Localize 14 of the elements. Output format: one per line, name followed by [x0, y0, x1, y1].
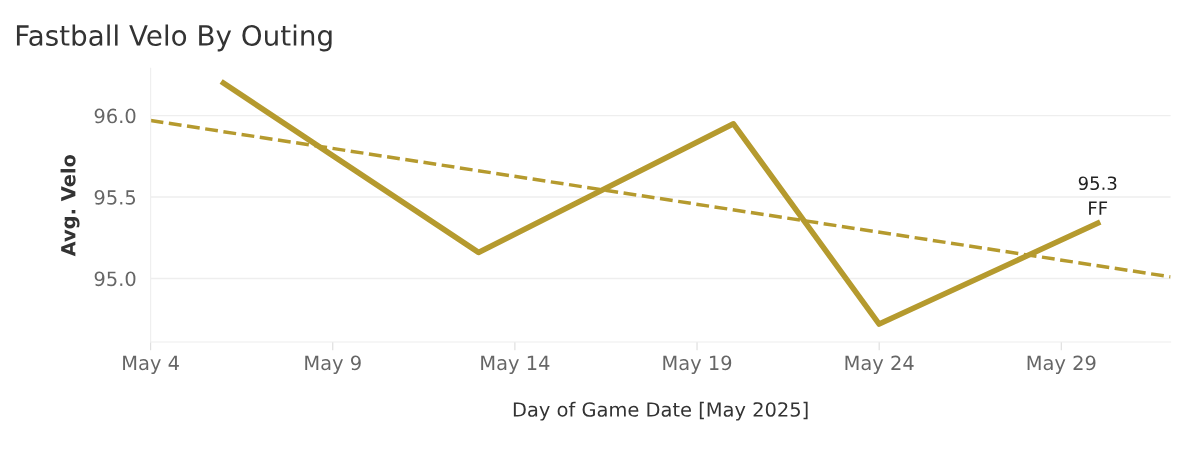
y-axis-title: Avg. Velo — [60, 154, 80, 257]
x-tick-label: May 9 — [305, 355, 361, 375]
x-tick-label: May 4 — [123, 355, 179, 375]
x-axis-title: Day of Game Date [May 2025] — [513, 401, 808, 421]
data-label: 95.3 — [1078, 176, 1117, 191]
x-tick-label: May 14 — [481, 355, 550, 375]
x-tick-label: May 29 — [1027, 355, 1096, 375]
chart-title: Fastball Velo By Outing — [16, 24, 332, 52]
annotation: FF — [1089, 201, 1108, 215]
y-tick-label: 95.0 — [94, 271, 136, 287]
x-tick-label: May 19 — [663, 355, 732, 375]
y-tick-label: 95.5 — [94, 190, 136, 205]
x-tick-label: May 24 — [845, 355, 914, 375]
y-tick-label: 96.0 — [94, 108, 136, 124]
